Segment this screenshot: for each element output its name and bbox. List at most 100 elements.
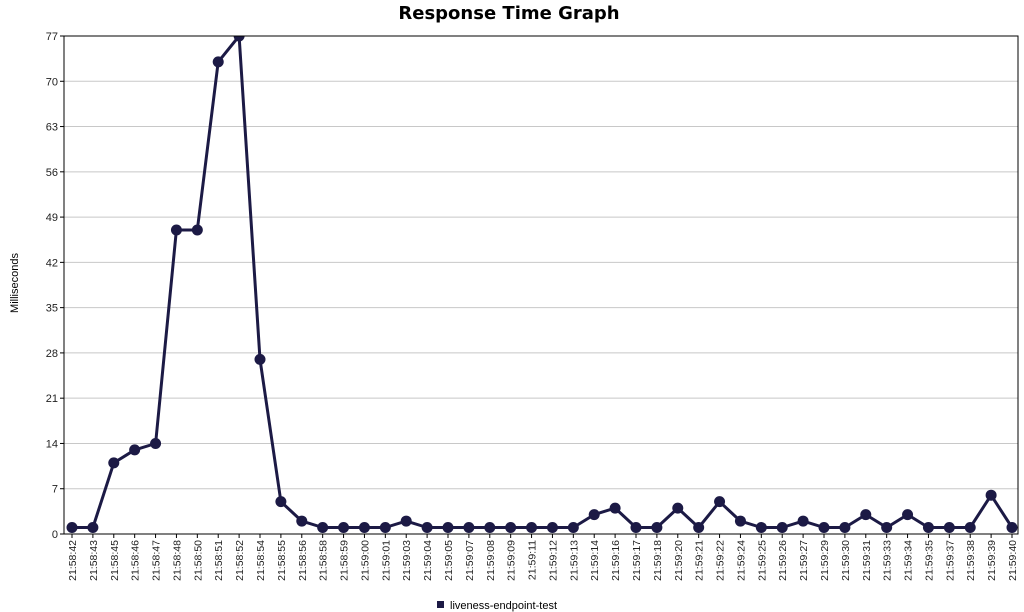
y-tick-label: 28 <box>46 348 58 360</box>
x-tick-label: 21:59:17 <box>631 540 643 581</box>
data-point <box>902 509 914 521</box>
x-tick-label: 21:59:34 <box>903 540 915 581</box>
x-tick-label: 21:59:35 <box>923 540 935 581</box>
x-tick-label: 21:59:12 <box>547 540 559 581</box>
x-tick-label: 21:58:56 <box>297 540 309 581</box>
y-tick-label: 77 <box>46 31 58 43</box>
x-tick-label: 21:59:18 <box>652 540 664 581</box>
data-point <box>296 515 308 527</box>
data-point <box>150 437 162 449</box>
x-tick-label: 21:59:27 <box>798 540 810 581</box>
data-point <box>734 515 746 527</box>
x-tick-label: 21:59:31 <box>861 540 873 581</box>
data-point <box>505 522 517 534</box>
legend-swatch <box>437 601 444 608</box>
y-tick-label: 14 <box>46 438 58 450</box>
x-tick-label: 21:59:38 <box>965 540 977 581</box>
x-tick-label: 21:58:52 <box>234 540 246 581</box>
x-tick-label: 21:58:55 <box>276 540 288 581</box>
data-point <box>776 522 788 534</box>
legend-label: liveness-endpoint-test <box>450 600 558 612</box>
data-point <box>108 457 120 469</box>
x-tick-label: 21:58:54 <box>255 540 267 581</box>
x-tick-label: 21:59:26 <box>777 540 789 581</box>
x-tick-label: 21:58:47 <box>151 540 163 581</box>
y-tick-label: 49 <box>46 212 58 224</box>
data-point <box>588 509 600 521</box>
legend: liveness-endpoint-test <box>437 600 557 612</box>
data-point <box>839 522 851 534</box>
x-tick-label: 21:59:37 <box>944 540 956 581</box>
y-tick-label: 63 <box>46 122 58 134</box>
x-tick-label: 21:58:48 <box>171 540 183 581</box>
series-group <box>66 36 1018 534</box>
data-point <box>442 522 454 534</box>
data-point <box>358 522 370 534</box>
data-point <box>66 522 78 534</box>
x-tick-label: 21:59:33 <box>882 540 894 581</box>
x-tick-label: 21:59:21 <box>694 540 706 581</box>
x-tick-label: 21:59:39 <box>986 540 998 581</box>
data-point <box>881 522 893 534</box>
x-tick-label: 21:59:08 <box>485 540 497 581</box>
data-point <box>317 522 329 534</box>
x-tick-label: 21:59:29 <box>819 540 831 581</box>
x-tick-label: 21:58:46 <box>130 540 142 581</box>
plot-frame <box>63 35 1019 535</box>
y-tick-label: 56 <box>46 167 58 179</box>
x-tick-label: 21:59:40 <box>1007 540 1019 581</box>
x-tick-label: 21:58:50 <box>192 540 204 581</box>
x-tick-label: 21:59:11 <box>527 540 539 580</box>
grid-lines <box>64 35 1018 535</box>
x-tick-label: 21:59:20 <box>673 540 685 581</box>
data-point <box>233 36 245 42</box>
y-tick-label: 0 <box>52 529 58 541</box>
data-point <box>338 522 350 534</box>
data-point <box>484 522 496 534</box>
y-axis-ticks: 0 7 14 21 28 35 42 49 56 63 70 77 <box>46 31 64 541</box>
x-axis-ticks: 21:58:42 21:58:43 21:58:45 21:58:46 21:58:47… <box>67 534 1019 581</box>
x-tick-label: 21:59:00 <box>359 540 371 581</box>
data-point <box>651 522 663 534</box>
data-point <box>212 56 224 68</box>
data-point <box>755 522 767 534</box>
data-point <box>693 522 705 534</box>
data-point <box>400 515 412 527</box>
data-point <box>526 522 538 534</box>
x-tick-label: 21:59:04 <box>422 540 434 581</box>
data-point <box>630 522 642 534</box>
x-tick-label: 21:58:43 <box>88 540 100 581</box>
data-point <box>546 522 558 534</box>
data-point <box>567 522 579 534</box>
data-point <box>985 489 997 501</box>
series-line <box>72 36 1014 529</box>
data-point <box>922 522 934 534</box>
y-tick-label: 21 <box>46 393 58 405</box>
x-tick-label: 21:59:13 <box>568 540 580 581</box>
data-point <box>964 522 976 534</box>
data-point <box>129 444 141 456</box>
x-tick-label: 21:58:45 <box>109 540 121 581</box>
x-tick-label: 21:58:51 <box>213 540 225 581</box>
y-tick-label: 42 <box>46 257 58 269</box>
chart-title: Response Time Graph <box>398 3 620 24</box>
data-point <box>254 353 266 365</box>
data-point <box>672 502 684 514</box>
x-tick-label: 21:59:09 <box>506 540 518 581</box>
x-tick-label: 21:59:07 <box>464 540 476 581</box>
data-point <box>275 496 287 508</box>
x-tick-label: 21:59:25 <box>756 540 768 581</box>
data-point <box>818 522 830 534</box>
x-tick-label: 21:59:05 <box>443 540 455 581</box>
data-point <box>1006 522 1018 534</box>
data-point <box>860 509 872 521</box>
x-tick-label: 21:58:42 <box>67 540 79 581</box>
x-tick-label: 21:58:59 <box>339 540 351 581</box>
data-point <box>191 224 203 236</box>
x-tick-label: 21:59:24 <box>735 540 747 581</box>
x-tick-label: 21:59:01 <box>380 540 392 581</box>
x-tick-label: 21:59:30 <box>840 540 852 581</box>
x-tick-label: 21:59:14 <box>589 540 601 581</box>
data-point <box>714 496 726 508</box>
x-tick-label: 21:58:58 <box>318 540 330 581</box>
